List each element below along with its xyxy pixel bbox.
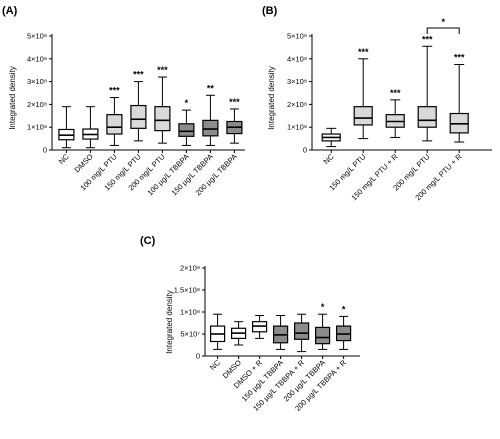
box-3 bbox=[252, 315, 268, 339]
box-4: *** bbox=[417, 34, 437, 142]
box-1 bbox=[210, 313, 226, 350]
y-tick-label: 5×10⁷ bbox=[180, 330, 200, 339]
iqr-box bbox=[417, 106, 437, 128]
bracket-significance-label: * bbox=[441, 17, 445, 27]
iqr-box bbox=[353, 106, 373, 126]
y-tick-label: 0 bbox=[43, 146, 47, 155]
panel-b: (B) Integrated density 0 1×10⁸ 2×10⁸ 3×10⁸ 4×1… bbox=[262, 5, 492, 202]
iqr-box bbox=[294, 322, 310, 340]
box-5: *** bbox=[154, 65, 171, 144]
y-axis-title: Integrated density bbox=[165, 290, 174, 354]
iqr-box bbox=[130, 104, 147, 129]
y-tick-label: 2×10⁸ bbox=[27, 100, 47, 109]
y-tick-label: 0 bbox=[303, 146, 307, 155]
category-label: NC bbox=[322, 152, 336, 166]
iqr-box bbox=[178, 123, 195, 137]
box-1 bbox=[321, 127, 341, 148]
iqr-box bbox=[106, 114, 123, 135]
significance-label: ** bbox=[207, 83, 215, 93]
significance-label: *** bbox=[157, 65, 168, 75]
y-tick-label: 3×10⁸ bbox=[287, 77, 307, 86]
y-axis-title: Integrated density bbox=[267, 66, 276, 130]
panel-label: (B) bbox=[262, 5, 278, 17]
significance-label: *** bbox=[133, 70, 144, 80]
iqr-box bbox=[315, 326, 331, 345]
significance-label: *** bbox=[229, 97, 240, 107]
significance-label: *** bbox=[422, 34, 433, 44]
iqr-box bbox=[154, 106, 171, 132]
box-5 bbox=[294, 313, 310, 353]
category-label: NC bbox=[57, 152, 71, 166]
iqr-box bbox=[202, 119, 219, 137]
box-2 bbox=[231, 321, 247, 346]
significance-label: *** bbox=[454, 53, 465, 63]
y-tick-label: 2×10⁸ bbox=[180, 264, 200, 273]
y-tick-label: 1×10⁸ bbox=[180, 308, 200, 317]
box-2 bbox=[82, 106, 99, 149]
significance-label: * bbox=[321, 302, 325, 312]
comparison-bracket bbox=[426, 27, 460, 34]
box-7: * bbox=[336, 304, 352, 350]
significance-label: *** bbox=[358, 47, 369, 57]
box-4: *** bbox=[130, 70, 147, 142]
panel-a: (A) Integrated density 0 1×10⁸ 2×10⁸ 3×10⁸ 4×1… bbox=[2, 5, 245, 197]
y-tick-label: 1×10⁸ bbox=[287, 123, 307, 132]
category-label: DMSO bbox=[73, 152, 95, 174]
box-7: ** bbox=[202, 83, 219, 146]
box-3: *** bbox=[385, 88, 405, 138]
box-8: *** bbox=[226, 97, 243, 144]
y-tick-label: 3×10⁸ bbox=[27, 77, 47, 86]
y-tick-label: 4×10⁸ bbox=[287, 54, 307, 63]
y-tick-label: 5×10⁸ bbox=[27, 32, 47, 41]
y-tick-label: 4×10⁸ bbox=[27, 54, 47, 63]
box-3: *** bbox=[106, 86, 123, 146]
panel-c: (C) Integrated density 0 5×10⁷ 1×10⁸ 1.5×10⁸ 2… bbox=[140, 235, 360, 413]
y-tick-label: 5×10⁸ bbox=[287, 32, 307, 41]
box-5: *** bbox=[449, 53, 469, 143]
significance-label: * bbox=[342, 304, 346, 314]
y-tick-label: 1×10⁸ bbox=[27, 123, 47, 132]
panel-label: (A) bbox=[2, 5, 18, 17]
category-label: NC bbox=[208, 358, 222, 372]
box-6: * bbox=[178, 98, 195, 146]
box-4 bbox=[273, 315, 289, 350]
panel-label: (C) bbox=[140, 235, 156, 247]
y-tick-label: 2×10⁸ bbox=[287, 100, 307, 109]
y-tick-label: 0 bbox=[196, 352, 200, 361]
box-1 bbox=[58, 106, 75, 149]
box-6: * bbox=[315, 302, 331, 350]
significance-label: * bbox=[185, 98, 189, 108]
significance-label: *** bbox=[109, 86, 120, 96]
y-tick-label: 1.5×10⁸ bbox=[174, 286, 200, 295]
significance-label: *** bbox=[390, 88, 401, 98]
y-axis-title: Integrated density bbox=[8, 66, 17, 130]
box-2: *** bbox=[353, 47, 373, 140]
